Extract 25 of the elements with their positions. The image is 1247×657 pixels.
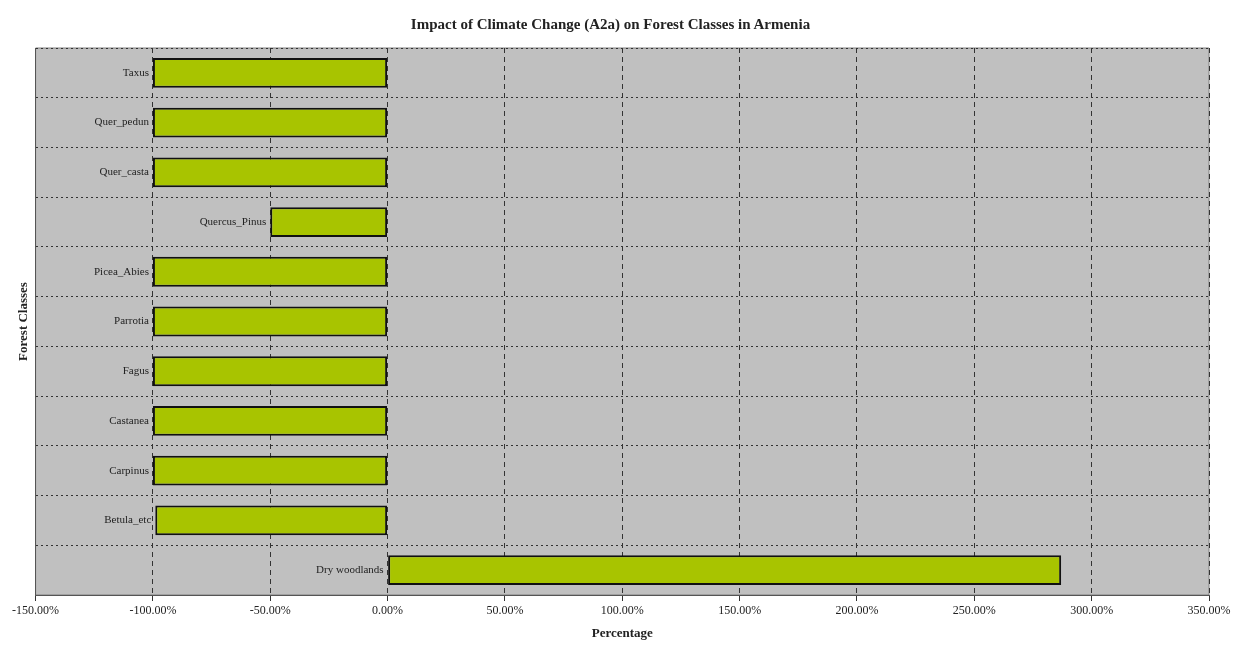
y-tick-label: Betula_etc — [104, 513, 152, 526]
x-axis-title: Percentage — [591, 624, 654, 640]
y-tick-label: Quercus_Pinus — [199, 214, 267, 227]
y-tick-label: Fagus — [122, 364, 149, 377]
y-tick-label: Parrotia — [114, 314, 150, 327]
x-tick-label: 150.00% — [718, 603, 762, 618]
y-tick-label: Dry woodlands — [316, 563, 384, 576]
y-tick-label: Picea_Abies — [93, 264, 149, 277]
y-tick-label: Quer_casta — [99, 165, 150, 178]
x-tick-label: 0.00% — [372, 603, 404, 618]
x-tick-label: 200.00% — [835, 603, 879, 618]
x-tick-label: -150.00% — [12, 603, 60, 618]
x-tick-label: -100.00% — [129, 603, 177, 618]
y-tick-label: Taxus — [122, 65, 149, 78]
y-tick-label: Carpinus — [109, 463, 149, 476]
x-tick-label: 350.00% — [1187, 603, 1231, 618]
x-tick-label: -50.00% — [249, 603, 291, 618]
y-tick-label: Castanea — [109, 413, 150, 426]
chart-title: Impact of Climate Change (A2a) on Forest Classes in Armenia — [410, 15, 811, 33]
x-tick-label: 250.00% — [952, 603, 996, 618]
x-tick-label: 100.00% — [600, 603, 644, 618]
y-axis-title: Forest Classes — [15, 282, 31, 361]
x-tick-label: 50.00% — [486, 603, 524, 618]
x-tick-label: 300.00% — [1070, 603, 1114, 618]
y-tick-label: Quer_pedun — [94, 115, 150, 128]
